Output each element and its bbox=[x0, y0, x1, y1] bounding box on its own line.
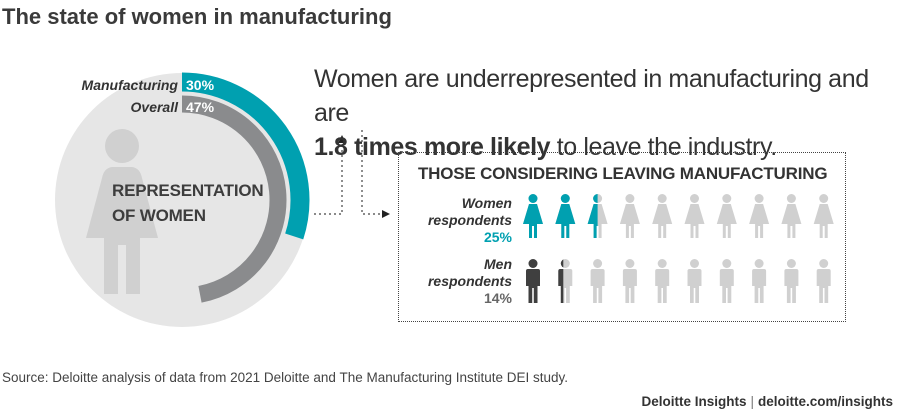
donut-value-manufacturing: 30% bbox=[186, 77, 215, 93]
man-icon bbox=[784, 259, 799, 303]
brand-name: Deloitte Insights bbox=[641, 394, 747, 409]
page-title: The state of women in manufacturing bbox=[2, 4, 392, 29]
woman-silhouette-icon bbox=[86, 129, 158, 294]
woman-icon bbox=[619, 194, 640, 238]
man-icon bbox=[816, 259, 831, 303]
woman-icon bbox=[813, 194, 834, 238]
headline-part1: Women are underrepresented in manufactur… bbox=[314, 65, 869, 127]
man-icon bbox=[590, 259, 605, 303]
arrow-up-icon bbox=[338, 135, 346, 143]
donut-arc-manufacturing bbox=[181, 72, 310, 240]
woman-icon bbox=[781, 194, 802, 238]
men-icon-row bbox=[526, 259, 831, 303]
man-icon-filled bbox=[526, 259, 540, 303]
men-icon-row-filled bbox=[526, 259, 564, 303]
donut-center-label-line2: OF WOMEN bbox=[112, 206, 206, 225]
headline-bold: 1.8 times more likely bbox=[314, 133, 551, 161]
donut-label-overall: Overall bbox=[130, 99, 178, 115]
headline-part2: to leave the industry. bbox=[550, 133, 777, 161]
men-row-label: Men respondents 14% bbox=[412, 256, 512, 307]
woman-icon-filled bbox=[523, 194, 543, 238]
leaving-panel-title: THOSE CONSIDERING LEAVING MANUFACTURING bbox=[418, 164, 828, 183]
man-icon bbox=[622, 259, 637, 303]
man-icon bbox=[687, 259, 702, 303]
men-label-line2: respondents bbox=[427, 273, 512, 289]
man-icon bbox=[719, 259, 734, 303]
brand-url: deloitte.com/insights bbox=[757, 394, 893, 409]
leaving-panel bbox=[398, 152, 846, 322]
men-pct: 14% bbox=[483, 290, 512, 306]
women-icon-row-filled bbox=[523, 194, 598, 238]
woman-icon-filled bbox=[555, 194, 576, 238]
donut-center-label: REPRESENTATION OF WOMEN bbox=[112, 178, 264, 228]
footer-credit: Deloitte Insights | deloitte.com/insights bbox=[641, 394, 893, 409]
woman-icon bbox=[749, 194, 770, 238]
source-note: Source: Deloitte analysis of data from 2… bbox=[2, 370, 569, 385]
man-icon bbox=[655, 259, 670, 303]
woman-icon bbox=[716, 194, 737, 238]
man-icon bbox=[752, 259, 767, 303]
men-label-line1: Men bbox=[484, 256, 512, 272]
donut-arc-overall bbox=[181, 95, 287, 303]
woman-icon bbox=[684, 194, 705, 238]
women-label-line2: respondents bbox=[427, 212, 512, 228]
connector-line-up bbox=[314, 142, 343, 215]
women-pct: 25% bbox=[483, 229, 512, 245]
donut-value-overall: 47% bbox=[186, 99, 215, 115]
man-icon-filled bbox=[558, 259, 564, 303]
women-row-label: Women respondents 25% bbox=[412, 195, 512, 246]
woman-icon-filled bbox=[587, 194, 598, 238]
donut-label-manufacturing: Manufacturing bbox=[81, 77, 178, 93]
women-label-line1: Women bbox=[461, 195, 512, 211]
footer-separator: | bbox=[750, 394, 754, 409]
arrow-right-icon bbox=[382, 210, 390, 218]
donut-center-label-line1: REPRESENTATION bbox=[112, 181, 264, 200]
woman-icon bbox=[652, 194, 673, 238]
headline: Women are underrepresented in manufactur… bbox=[314, 62, 894, 164]
